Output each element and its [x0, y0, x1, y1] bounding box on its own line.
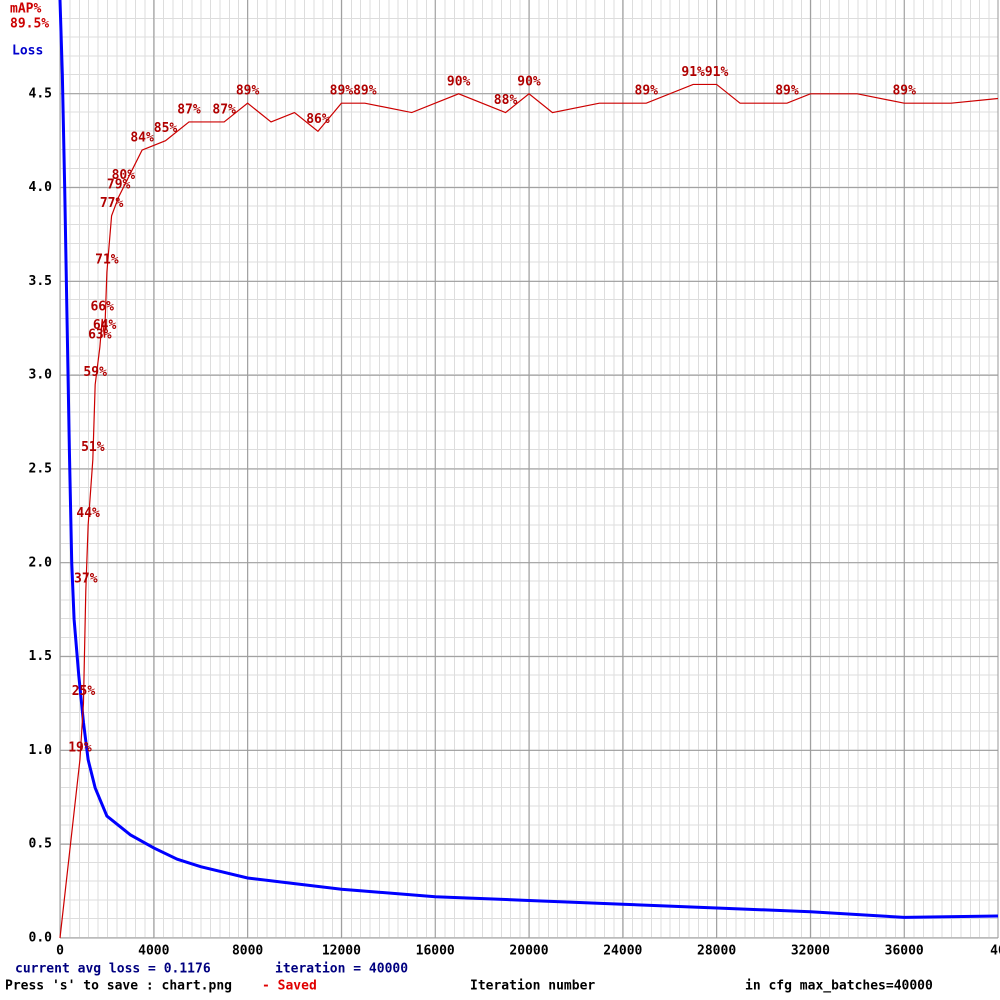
- map-label: 87%: [177, 102, 201, 117]
- map-label: 77%: [100, 196, 124, 211]
- map-label: 87%: [212, 102, 236, 117]
- x-tick-label: 20000: [509, 944, 548, 959]
- x-tick-label: 28000: [697, 944, 736, 959]
- map-label: 19%: [68, 740, 92, 755]
- map-label: 89%: [892, 84, 916, 99]
- x-tick-label: 4000: [138, 944, 169, 959]
- map-label: 89%: [330, 84, 354, 99]
- y-tick-label: 0.5: [29, 837, 52, 852]
- map-label: 89%: [775, 84, 799, 99]
- x-tick-label: 16000: [416, 944, 455, 959]
- map-label: 25%: [72, 684, 96, 699]
- x-tick-label: 8000: [232, 944, 263, 959]
- map-label: 80%: [112, 168, 136, 183]
- x-tick-label: 24000: [603, 944, 642, 959]
- status-loss: current avg loss = 0.1176: [15, 962, 211, 977]
- y-tick-label: 0.0: [29, 931, 53, 946]
- x-tick-label: 32000: [791, 944, 830, 959]
- y-tick-label: 1.5: [29, 649, 52, 664]
- config-note: in cfg max_batches=40000: [745, 979, 933, 994]
- map-label: 44%: [76, 506, 100, 521]
- y2-axis-label: mAP%: [10, 2, 41, 17]
- y-axis-label: Loss: [12, 44, 43, 59]
- map-label: 64%: [93, 318, 117, 333]
- x-tick-label: 12000: [322, 944, 361, 959]
- map-label: 85%: [154, 121, 178, 136]
- map-line: [59, 83, 999, 939]
- map-label: 79%: [107, 177, 131, 192]
- save-hint: Press 's' to save : chart.png: [5, 979, 232, 994]
- x-tick-label: 36000: [885, 944, 924, 959]
- map-label: 37%: [74, 571, 98, 586]
- y-tick-label: 4.0: [29, 180, 53, 195]
- map-label: 89%: [236, 84, 260, 99]
- map-label: 90%: [517, 74, 541, 89]
- map-label: 51%: [81, 440, 105, 455]
- y-tick-label: 1.0: [29, 743, 53, 758]
- x-axis-label: Iteration number: [470, 979, 595, 994]
- y-tick-label: 4.5: [29, 86, 52, 101]
- y-tick-label: 2.5: [29, 462, 52, 477]
- y-tick-label: 3.0: [29, 368, 53, 383]
- map-label: 84%: [130, 131, 154, 146]
- map-label: 91%: [705, 65, 729, 80]
- y-tick-label: 2.0: [29, 555, 53, 570]
- map-label: 86%: [306, 112, 330, 127]
- map-label: 89%: [353, 84, 377, 99]
- map-label: 66%: [90, 299, 114, 314]
- y-tick-label: 3.5: [29, 274, 52, 289]
- map-label: 63%: [88, 328, 112, 343]
- map-label: 88%: [494, 93, 518, 108]
- x-tick-label: 0: [56, 944, 64, 959]
- x-tick-label: 40: [990, 944, 1000, 959]
- map-label: 59%: [83, 365, 107, 380]
- status-iteration: iteration = 40000: [275, 962, 408, 977]
- map-label: 71%: [95, 253, 119, 268]
- map-label: 89%: [635, 84, 659, 99]
- save-state: - Saved: [262, 979, 317, 994]
- y2-current: 89.5%: [10, 17, 49, 32]
- map-label: 91%: [681, 65, 705, 80]
- loss-line: [58, 0, 999, 919]
- map-label: 90%: [447, 74, 471, 89]
